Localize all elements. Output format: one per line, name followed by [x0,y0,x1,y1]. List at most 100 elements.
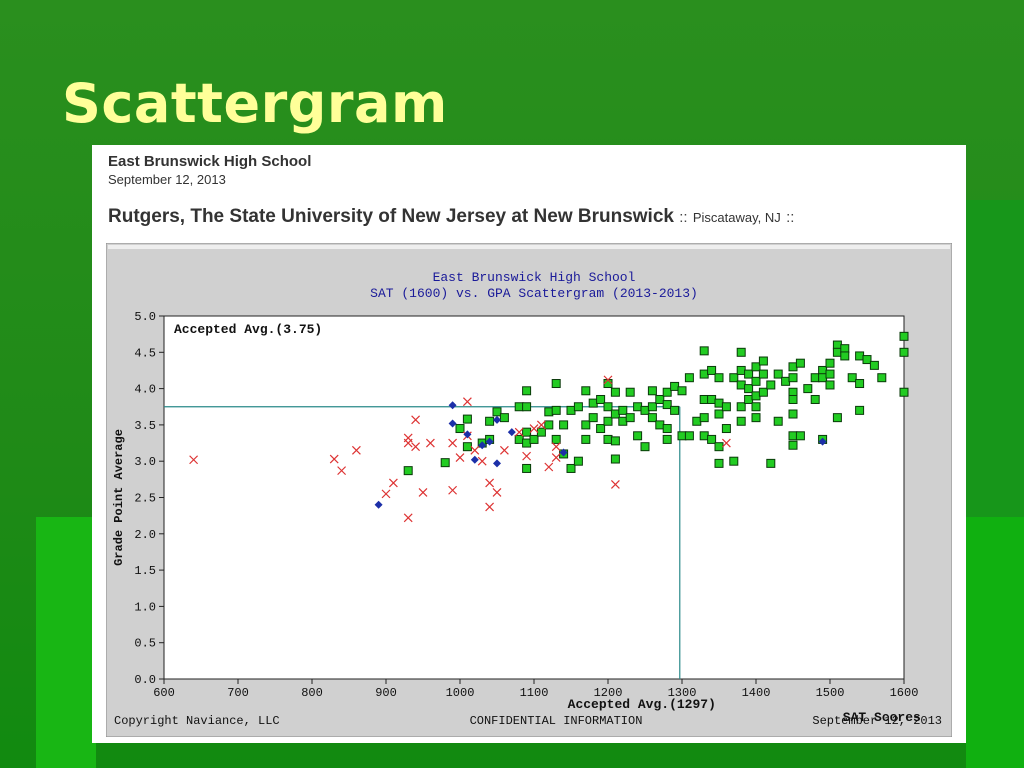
accepted-point [707,365,717,375]
accepted-point [818,373,828,383]
accepted-point [440,458,450,468]
denied-point [425,438,435,448]
x-tick-label: 1400 [742,686,771,700]
accepted-point [840,351,850,361]
accepted-point [810,373,820,383]
waitlisted-point [374,500,383,509]
accepted-point [514,402,524,412]
waitlisted-point [448,419,457,428]
accepted-point [603,402,613,412]
denied-point [551,453,561,462]
separator-end: :: [786,209,795,226]
accepted-point [647,413,657,423]
waitlisted-point [493,415,501,424]
denied-point [337,466,347,476]
report-date: September 12, 2013 [108,172,226,187]
accepted-point [788,373,798,383]
accepted-point [825,358,835,368]
accepted-point [662,400,672,410]
accepted-point [899,347,909,357]
denied-point [381,489,391,499]
accepted-point [559,420,569,430]
accepted-point [699,431,709,441]
accepted-point [670,405,680,415]
accepted-point [522,402,532,412]
y-axis-title: Grade Point Average [112,429,126,566]
accepted-point [625,387,635,397]
denied-point [470,445,480,455]
accepted-point [832,347,842,357]
accepted-point [803,384,813,394]
accepted-point [736,365,746,375]
denied-point [721,438,731,448]
x-tick-label: 1200 [594,686,623,700]
denied-point [403,438,413,448]
accepted-point [596,394,606,404]
accepted-point [692,416,702,426]
separator: :: [679,209,688,226]
accepted-point [721,402,731,412]
accepted-point [847,373,857,383]
accepted-point [610,436,620,446]
accepted-point [869,360,879,370]
accepted-point [462,442,472,452]
accepted-point [522,438,532,448]
accepted-point [855,351,865,361]
accepted-point [603,416,613,426]
denied-point [544,462,554,472]
accepted-point [551,379,561,389]
denied-point [492,487,502,497]
denied-point [462,397,472,407]
accepted-point [788,431,798,441]
waitlisted-point [507,428,516,437]
accepted-point [788,409,798,419]
accepted-point [581,420,591,430]
accepted-point [714,409,724,419]
accepted-point [751,362,761,372]
y-tick-label: 5.0 [134,310,156,324]
accepted-point [581,386,591,396]
university-line: Rutgers, The State University of New Jer… [108,206,794,228]
accepted-point [758,387,768,397]
decor-band-top [966,200,1024,517]
y-tick-label: 1.5 [134,564,156,578]
denied-point [529,424,539,433]
accepted-point [788,440,798,450]
accepted-point [566,463,576,473]
accepted-point [729,456,739,466]
accepted-point [618,405,628,415]
denied-point [610,480,620,489]
x-tick-label: 1100 [520,686,549,700]
x-tick-label: 1600 [890,686,919,700]
accepted-point [773,416,783,426]
accepted-point [522,463,532,473]
accepted-point [610,454,620,464]
x-tick-label: 800 [301,686,323,700]
y-tick-label: 1.0 [134,600,156,614]
accepted-point [603,434,613,444]
denied-point [388,478,398,488]
denied-point [411,442,421,452]
accepted-point [522,427,532,437]
accepted-point [707,394,717,404]
accepted-point [536,427,546,437]
denied-point [351,445,361,455]
accepted-point [573,402,583,412]
accepted-point [655,394,665,404]
accepted-point [699,369,709,379]
accepted-point [677,431,687,441]
accepted-point [736,416,746,426]
accepted-point [618,416,628,426]
accepted-point [744,384,754,394]
y-tick-label: 4.0 [134,383,156,397]
x-tick-label: 700 [227,686,249,700]
accepted-point [736,402,746,412]
accepted-point [744,369,754,379]
accepted-point [499,413,509,423]
accepted-point [514,434,524,444]
x-tick-label: 1000 [446,686,475,700]
denied-point [329,454,339,464]
x-tick-label: 1300 [668,686,697,700]
accepted-point [766,458,776,468]
naviance-panel: East Brunswick High School September 12,… [92,145,966,743]
